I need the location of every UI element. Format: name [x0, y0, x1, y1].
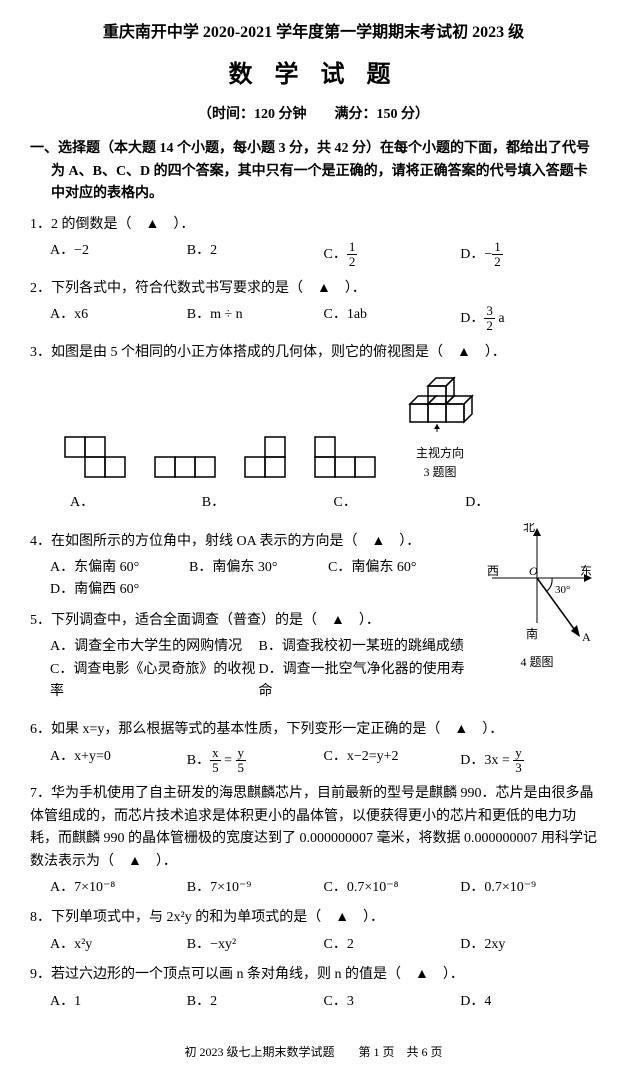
q6-opt-b: B．x5 = y5	[187, 746, 324, 776]
exam-title: 数 学 试 题	[30, 56, 597, 94]
q8-opt-b: B．−xy²	[187, 934, 324, 956]
q5-opt-c: C．调查电影《心灵奇旅》的收视率	[50, 659, 259, 704]
q3-figures: 主视方向 3 题图	[60, 374, 597, 482]
page-footer: 初 2023 级七上期末数学试题 第 1 页 共 6 页	[30, 1043, 597, 1062]
q4-fig-label: 4 题图	[477, 653, 597, 672]
q4-opt-d: D．南偏西 60°	[50, 579, 467, 601]
svg-text:东: 东	[580, 564, 592, 578]
q9-opt-b: B．2	[187, 991, 324, 1013]
q3-letter-b: B．	[202, 492, 334, 514]
q3-letter-d: D．	[465, 492, 597, 514]
q2-options: A．x6 B．m ÷ n C．1ab D．32 a	[50, 304, 597, 334]
q3-opt-d-icon	[310, 432, 380, 482]
q6-text: 6．如果 x=y，那么根据等式的基本性质，下列变形一定正确的是（ ▲ ）．	[30, 719, 597, 741]
q7-text: 7．华为手机使用了自主研发的海思麒麟芯片，目前最新的型号是麒麟 990．芯片是由…	[30, 783, 597, 873]
q9-opt-d: D．4	[460, 991, 597, 1013]
q3-opt-a-icon	[60, 432, 130, 482]
q8-opt-c: C．2	[324, 934, 461, 956]
q2-opt-c: C．1ab	[324, 304, 461, 334]
q9-text: 9．若过六边形的一个顶点可以画 n 条对角线，则 n 的值是（ ▲ ）．	[30, 964, 597, 986]
q7-opt-c: C．0.7×10⁻⁸	[324, 877, 461, 899]
q1-opt-b: B．2	[187, 240, 324, 270]
q3-solid-icon	[400, 374, 480, 444]
q5-options: A．调查全市大学生的网购情况 B．调查我校初一某班的跳绳成绩 C．调查电影《心灵…	[50, 636, 467, 703]
q2-opt-a: A．x6	[50, 304, 187, 334]
q3-text: 3．如图是由 5 个相同的小正方体搭成的几何体，则它的俯视图是（ ▲ ）．	[30, 342, 597, 364]
q7-options: A．7×10⁻⁸ B．7×10⁻⁹ C．0.7×10⁻⁸ D．0.7×10⁻⁹	[50, 877, 597, 899]
svg-text:北: 北	[523, 523, 535, 534]
q3-opt-c-icon	[240, 432, 290, 482]
q2-text: 2．下列各式中，符合代数式书写要求的是（ ▲ ）．	[30, 278, 597, 300]
q7-opt-a: A．7×10⁻⁸	[50, 877, 187, 899]
q3-letters: A． B． C． D．	[70, 492, 597, 514]
exam-header: 重庆南开中学 2020-2021 学年度第一学期期末考试初 2023 级	[30, 20, 597, 46]
q3-solid: 主视方向 3 题图	[400, 374, 480, 482]
q6-options: A．x+y=0 B．x5 = y5 C．x−2=y+2 D．3x = y3	[50, 746, 597, 776]
q1-opt-a: A．−2	[50, 240, 187, 270]
svg-text:30°: 30°	[555, 584, 570, 596]
exam-subtitle: （时间：120 分钟 满分：150 分）	[30, 104, 597, 126]
q4-opt-c: C．南偏东 60°	[328, 557, 467, 579]
svg-text:西: 西	[487, 564, 499, 578]
q5-text: 5．下列调查中，适合全面调查（普查）的是（ ▲ ）．	[30, 610, 467, 632]
q3-opt-b-icon	[150, 452, 220, 482]
q8-options: A．x²y B．−xy² C．2 D．2xy	[50, 934, 597, 956]
svg-text:A: A	[582, 630, 591, 644]
q1-text: 1．2 的倒数是（ ▲ ）．	[30, 214, 597, 236]
q7-opt-d: D．0.7×10⁻⁹	[460, 877, 597, 899]
q5-opt-d: D．调查一批空气净化器的使用寿命	[259, 659, 468, 704]
q4-options: A．东偏南 60° B．南偏东 30° C．南偏东 60° D．南偏西 60°	[50, 557, 467, 602]
q4-opt-a: A．东偏南 60°	[50, 557, 189, 579]
q1-opt-c: C．12	[324, 240, 461, 270]
compass-icon: 北 南 东 西 30° O A	[477, 523, 597, 653]
q7-opt-b: B．7×10⁻⁹	[187, 877, 324, 899]
q3-letter-c: C．	[334, 492, 466, 514]
q4-compass: 北 南 东 西 30° O A 4 题图	[477, 523, 597, 672]
section-1-head: 一、选择题（本大题 14 个小题，每小题 3 分，共 42 分）在每个小题的下面…	[30, 138, 597, 205]
q6-opt-a: A．x+y=0	[50, 746, 187, 776]
q5-opt-b: B．调查我校初一某班的跳绳成绩	[259, 636, 468, 658]
q3-view-label: 主视方向	[400, 444, 480, 463]
q3-letter-a: A．	[70, 492, 202, 514]
q8-text: 8．下列单项式中，与 2x²y 的和为单项式的是（ ▲ ）．	[30, 907, 597, 929]
q6-opt-c: C．x−2=y+2	[324, 746, 461, 776]
q8-opt-d: D．2xy	[460, 934, 597, 956]
q2-opt-d: D．32 a	[460, 304, 597, 334]
q4-text: 4．在如图所示的方位角中，射线 OA 表示的方向是（ ▲ ）．	[30, 531, 467, 553]
q8-opt-a: A．x²y	[50, 934, 187, 956]
q2-opt-b: B．m ÷ n	[187, 304, 324, 334]
svg-text:O: O	[529, 564, 538, 578]
q5-opt-a: A．调查全市大学生的网购情况	[50, 636, 259, 658]
q1-opt-d: D．−12	[460, 240, 597, 270]
q4-opt-b: B．南偏东 30°	[189, 557, 328, 579]
q6-opt-d: D．3x = y3	[460, 746, 597, 776]
q9-opt-a: A．1	[50, 991, 187, 1013]
svg-text:南: 南	[526, 626, 538, 641]
q1-options: A．−2 B．2 C．12 D．−12	[50, 240, 597, 270]
q9-options: A．1 B．2 C．3 D．4	[50, 991, 597, 1013]
q9-opt-c: C．3	[324, 991, 461, 1013]
q3-fig-label: 3 题图	[400, 463, 480, 482]
